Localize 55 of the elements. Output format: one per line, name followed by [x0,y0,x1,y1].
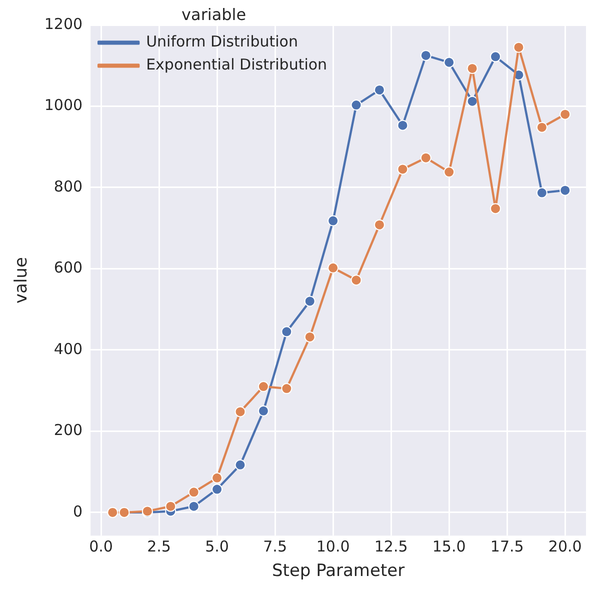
x-tick-label: 15.0 [432,537,466,556]
point [165,500,176,512]
point [304,296,316,307]
point [397,120,408,131]
point [513,42,524,53]
y-tick-label: 400 [54,340,83,358]
point [328,262,339,274]
point [536,187,548,198]
x-tick-label: 0.0 [89,537,113,556]
x-axis-title: Step Parameter [272,561,405,582]
point [281,326,292,338]
x-tick-label: 5.0 [205,537,229,556]
point [374,84,385,96]
y-tick-label: 600 [54,258,83,277]
point [304,331,316,342]
point [466,62,478,74]
point [234,406,246,418]
point [374,219,385,230]
x-tick-label: 7.5 [263,537,287,556]
point [258,405,269,416]
y-tick-label: 1000 [44,96,83,114]
x-tick-label: 20.0 [548,537,582,556]
point [188,486,200,498]
y-tick-label: 200 [54,421,83,440]
point [560,108,571,120]
y-tick-label: 800 [54,177,83,196]
x-tick-label: 12.5 [374,537,408,556]
point [281,383,292,394]
point [212,484,223,495]
legend-title: variable [182,5,246,24]
point [397,164,408,175]
point [350,274,362,286]
point [420,152,432,164]
point [188,500,200,512]
legend-label: Exponential Distribution [146,56,328,74]
point [212,472,223,484]
point [466,96,478,107]
legend-label: Uniform Distribution [146,32,298,51]
point [444,166,455,178]
point [536,122,548,133]
y-tick-label: 1200 [44,14,83,33]
x-tick-label: 2.5 [147,537,171,556]
point [444,56,455,68]
point [234,459,246,470]
y-axis-title: value [12,257,32,304]
point [350,100,362,111]
point [490,51,501,62]
point [328,215,339,226]
point [560,184,571,196]
x-tick-label: 17.5 [490,537,524,556]
x-tick-label: 10.0 [316,537,350,556]
point [420,50,432,61]
y-tick-label: 0 [73,502,83,520]
point [258,381,269,392]
point [490,203,501,214]
